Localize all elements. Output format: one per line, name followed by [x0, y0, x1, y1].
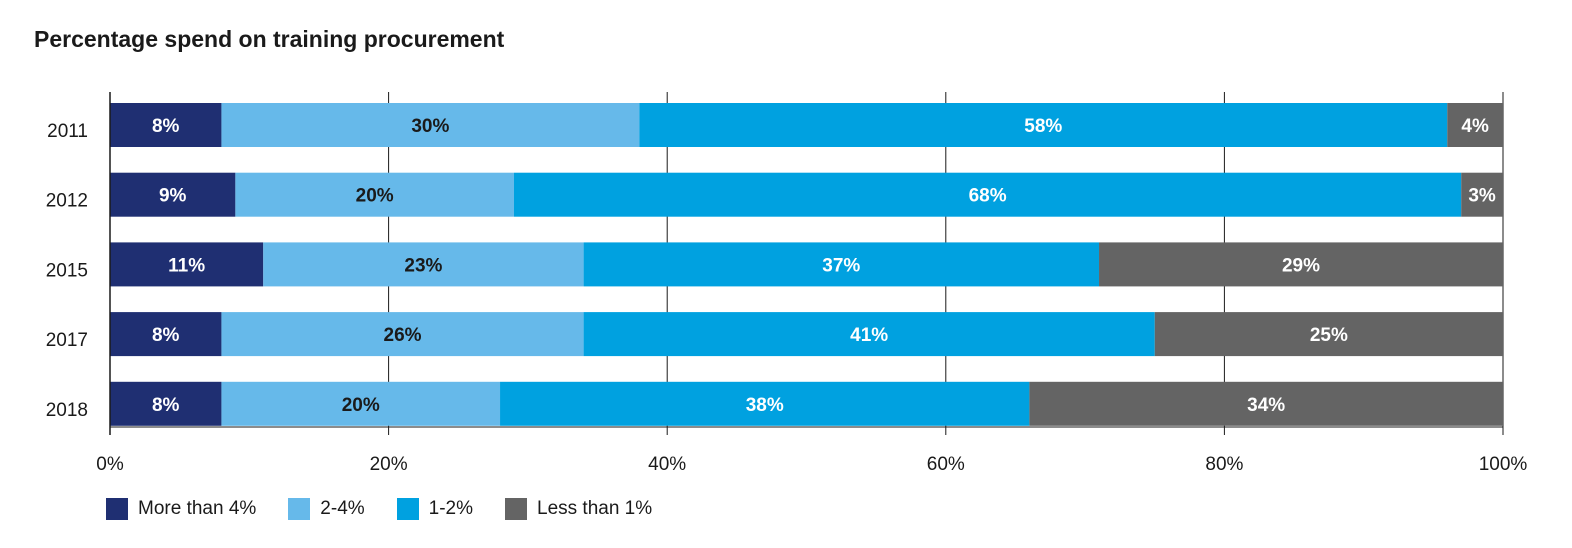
data-label: 20%: [356, 186, 394, 207]
bar-segment: [583, 312, 1155, 357]
data-label: 38%: [746, 395, 784, 416]
data-label: 11%: [168, 255, 205, 276]
data-labels: 8% 30% 58% 4% 9% 20% 68% 3% 11% 23% 37% 29% 8% 26% 41%…: [152, 116, 1496, 416]
bar-segment: [263, 242, 584, 287]
bar-segment: [1099, 242, 1503, 287]
bar-segment: [235, 172, 514, 217]
legend-label: Less than 1%: [537, 498, 653, 519]
bar-segment: [221, 103, 640, 147]
x-tick-label: 20%: [370, 454, 408, 475]
legend: More than 4% 2-4% 1-2% Less than 1%: [106, 498, 684, 520]
legend-item: More than 4%: [106, 498, 256, 520]
bar-segment: [1029, 381, 1503, 426]
data-label: 20%: [342, 395, 380, 416]
data-label: 68%: [969, 186, 1007, 207]
axes: 2011 2012 2015 2017 2018 0% 20% 40% 60% 80% 100%: [46, 92, 1528, 475]
legend-item: Less than 1%: [505, 498, 652, 520]
data-label: 8%: [152, 395, 180, 416]
y-tick-label: 2015: [46, 260, 88, 281]
data-label: 9%: [159, 186, 187, 207]
legend-label: More than 4%: [138, 498, 257, 519]
legend-swatch-more-than-4: [106, 498, 128, 520]
data-label: 25%: [1310, 325, 1348, 346]
legend-label: 1-2%: [428, 498, 474, 519]
bar-segment: [110, 242, 264, 287]
data-label: 26%: [384, 325, 422, 346]
bar-segment: [221, 381, 501, 426]
bar-segment: [1447, 103, 1503, 147]
y-tick-label: 2012: [46, 191, 88, 212]
y-tick-label: 2011: [47, 121, 88, 142]
legend-item: 2-4%: [288, 498, 365, 520]
data-label: 8%: [152, 325, 180, 346]
bar-segment: [110, 103, 222, 147]
legend-swatch-1-2: [396, 498, 419, 520]
x-tick-label: 100%: [1479, 454, 1528, 475]
x-tick-label: 0%: [96, 454, 124, 475]
legend-swatch-less-than-1: [505, 498, 528, 520]
data-label: 29%: [1282, 255, 1320, 276]
x-tick-label: 80%: [1205, 454, 1243, 475]
bar-segment: [639, 103, 1448, 147]
bar-segment: [110, 172, 236, 217]
data-label: 30%: [411, 116, 449, 137]
legend-swatch-2-4: [288, 498, 311, 520]
x-tick-label: 40%: [648, 454, 686, 475]
data-label: 8%: [152, 116, 180, 137]
bar-segment: [583, 242, 1100, 287]
data-label: 23%: [404, 255, 442, 276]
data-label: 41%: [850, 325, 888, 346]
bar-segment: [513, 172, 1462, 217]
y-tick-label: 2017: [46, 330, 88, 351]
data-label: 34%: [1247, 395, 1285, 416]
chart-title: Percentage spend on training procurement: [34, 26, 505, 52]
data-label: 58%: [1024, 116, 1062, 137]
bar-segment: [221, 312, 584, 357]
data-label: 37%: [822, 255, 860, 276]
x-tick-label: 60%: [927, 454, 965, 475]
legend-label: 2-4%: [320, 498, 365, 519]
bar-segment: [1461, 172, 1503, 217]
data-label: 3%: [1468, 186, 1496, 207]
bars: [110, 103, 1503, 426]
legend-item: 1-2%: [396, 498, 474, 520]
data-label: 4%: [1461, 116, 1489, 137]
bar-segment: [1154, 312, 1503, 357]
bar-segment: [500, 381, 1030, 426]
y-tick-label: 2018: [46, 400, 88, 421]
bar-segment: [110, 381, 222, 426]
bar-segment: [110, 312, 222, 357]
